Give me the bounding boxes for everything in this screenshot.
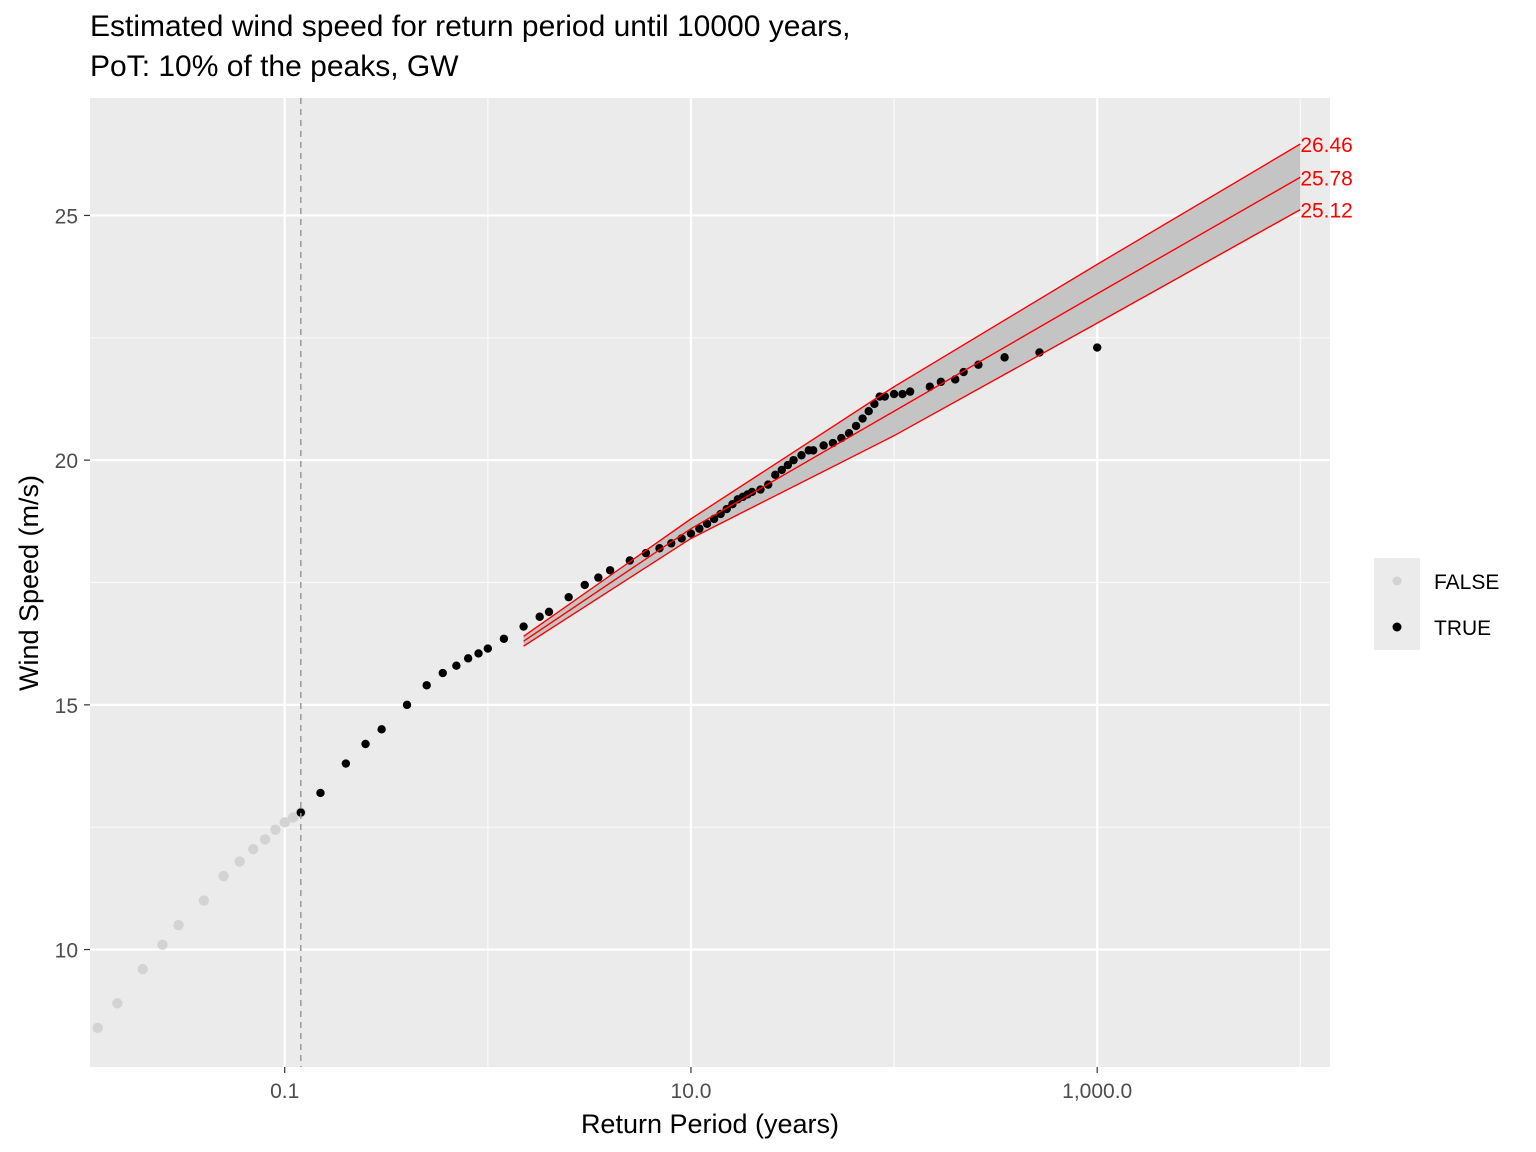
point-true <box>1000 353 1009 362</box>
point-true <box>789 455 798 465</box>
point-true <box>483 644 493 653</box>
point-true <box>422 681 431 690</box>
x-tick-label: 10.0 <box>671 1080 712 1103</box>
point-true <box>889 389 899 399</box>
point-true <box>564 592 573 602</box>
point-true <box>641 548 651 558</box>
legend-key-false <box>1392 576 1402 586</box>
point-false <box>259 834 271 845</box>
point-true <box>864 407 873 416</box>
point-true <box>296 808 305 817</box>
point-true <box>463 654 473 663</box>
point-true <box>361 739 370 749</box>
point-true <box>474 649 483 658</box>
point-true <box>819 441 828 450</box>
legend-label: FALSE <box>1434 571 1499 594</box>
point-true <box>594 573 603 582</box>
point-true <box>402 700 412 710</box>
fit-line-upper <box>523 143 1301 637</box>
point-true <box>580 580 589 590</box>
point-true <box>535 612 544 621</box>
point-false <box>92 1022 103 1034</box>
point-true <box>499 634 509 643</box>
chart-subtitle: PoT: 10% of the peaks, GW <box>90 50 459 83</box>
point-true <box>777 465 786 475</box>
point-false <box>173 919 184 931</box>
y-axis-label: Wind Speed (m/s) <box>14 475 44 691</box>
point-false <box>270 824 281 835</box>
point-true <box>797 451 806 460</box>
point-true <box>655 544 664 553</box>
point-false <box>234 856 245 867</box>
point-true <box>936 377 946 387</box>
point-true <box>686 529 696 538</box>
point-false <box>198 895 210 906</box>
y-tick-label: 25 <box>55 205 78 228</box>
point-true <box>377 725 386 734</box>
point-true <box>438 668 447 678</box>
x-tick-label: 0.1 <box>270 1080 299 1103</box>
point-true <box>809 446 818 455</box>
point-true <box>452 661 461 670</box>
fit-line-fit <box>523 176 1301 642</box>
point-true <box>544 607 554 617</box>
point-true <box>605 566 615 575</box>
y-tick-label: 15 <box>55 695 78 718</box>
end-value-label: 25.12 <box>1300 200 1353 223</box>
chart-title: Estimated wind speed for return period u… <box>90 10 851 43</box>
point-true <box>316 788 325 798</box>
end-value-label: 26.46 <box>1300 134 1353 157</box>
point-true <box>783 460 793 470</box>
point-true <box>702 519 712 528</box>
y-tick-label: 20 <box>55 450 78 473</box>
point-false <box>137 963 148 975</box>
point-true <box>974 360 983 369</box>
x-axis-label: Return Period (years) <box>581 1109 839 1139</box>
point-true <box>695 524 704 533</box>
y-tick-label: 10 <box>55 940 78 963</box>
point-true <box>905 387 915 396</box>
legend-key-true <box>1392 622 1402 632</box>
point-true <box>858 414 867 423</box>
point-true <box>519 622 528 631</box>
point-true <box>771 470 780 480</box>
legend-label: TRUE <box>1434 617 1491 640</box>
point-true <box>925 382 935 391</box>
point-true <box>851 421 861 431</box>
x-tick-label: 1,000.0 <box>1062 1080 1132 1103</box>
point-false <box>287 812 299 823</box>
point-true <box>716 509 725 519</box>
point-true <box>1092 343 1102 352</box>
point-false <box>279 817 290 828</box>
end-value-label: 25.78 <box>1300 167 1353 190</box>
point-false <box>157 939 168 950</box>
fit-line-lower <box>523 208 1301 647</box>
legend-key-background <box>1374 558 1420 650</box>
point-true <box>341 759 351 768</box>
point-false <box>248 844 259 855</box>
point-true <box>870 399 879 409</box>
point-false <box>112 998 123 1009</box>
point-false <box>218 870 229 882</box>
point-true <box>898 389 907 399</box>
